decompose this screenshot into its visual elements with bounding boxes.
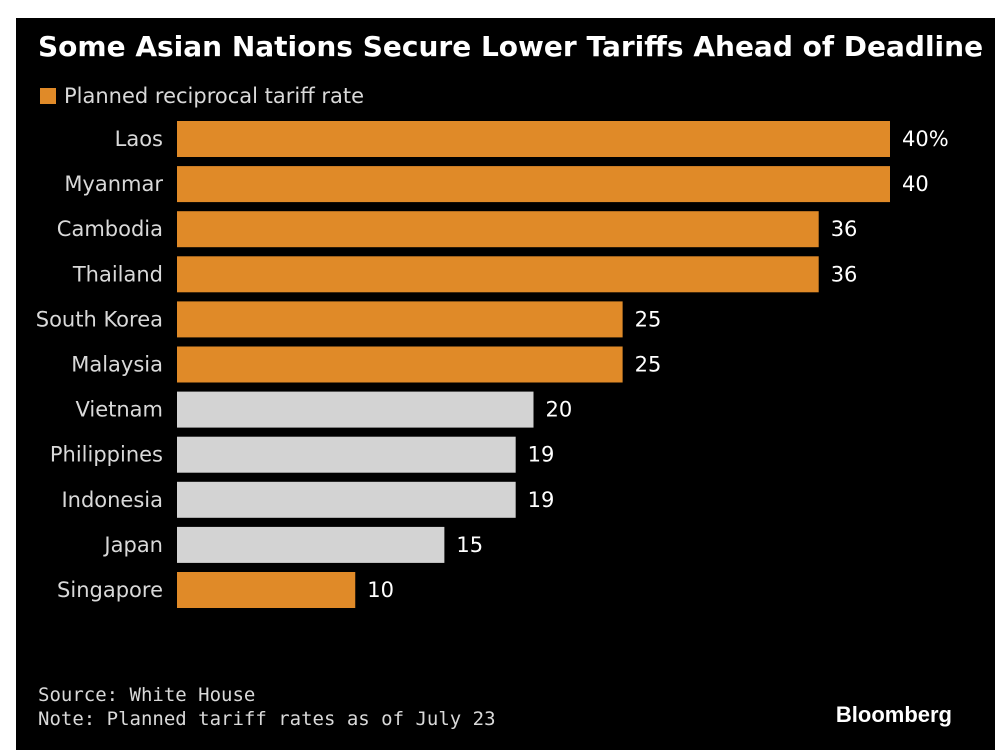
bar-japan: [177, 526, 445, 563]
bar-cambodia: [177, 211, 819, 248]
value-label-japan: 15: [456, 533, 483, 557]
bar-singapore: [177, 572, 356, 608]
category-label-singapore: Singapore: [57, 578, 163, 602]
category-label-malaysia: Malaysia: [71, 353, 163, 377]
bloomberg-logo: Bloomberg: [835, 702, 952, 727]
value-label-thailand: 36: [831, 262, 858, 286]
legend-label: Planned reciprocal tariff rate: [64, 84, 365, 108]
category-label-cambodia: Cambodia: [57, 217, 163, 241]
legend-swatch: [40, 88, 56, 104]
bar-philippines: [177, 436, 516, 473]
legend: Planned reciprocal tariff rate: [40, 84, 364, 108]
category-label-vietnam: Vietnam: [75, 398, 163, 422]
category-label-indonesia: Indonesia: [61, 488, 163, 512]
value-label-laos: 40%: [902, 127, 949, 151]
value-label-vietnam: 20: [546, 398, 573, 422]
source-note: Source: White House: [38, 684, 256, 706]
chart-title: Some Asian Nations Secure Lower Tariffs …: [38, 30, 984, 63]
bar-malaysia: [177, 346, 623, 383]
value-label-south-korea: 25: [635, 307, 662, 331]
value-label-singapore: 10: [367, 578, 394, 602]
bar-indonesia: [177, 481, 516, 518]
value-label-malaysia: 25: [635, 353, 662, 377]
bar-south-korea: [177, 301, 623, 338]
category-label-japan: Japan: [102, 533, 163, 557]
value-label-cambodia: 36: [831, 217, 858, 241]
bar-vietnam: [177, 391, 534, 428]
value-label-philippines: 19: [528, 443, 555, 467]
category-label-philippines: Philippines: [50, 443, 163, 467]
bar-myanmar: [177, 166, 890, 203]
value-label-indonesia: 19: [528, 488, 555, 512]
footnote: Note: Planned tariff rates as of July 23: [38, 708, 496, 730]
bar-thailand: [177, 256, 819, 293]
category-label-south-korea: South Korea: [36, 307, 163, 331]
category-label-laos: Laos: [115, 127, 163, 151]
category-label-thailand: Thailand: [72, 262, 163, 286]
category-label-myanmar: Myanmar: [64, 172, 163, 196]
bar-laos: [177, 121, 890, 157]
value-label-myanmar: 40: [902, 172, 929, 196]
